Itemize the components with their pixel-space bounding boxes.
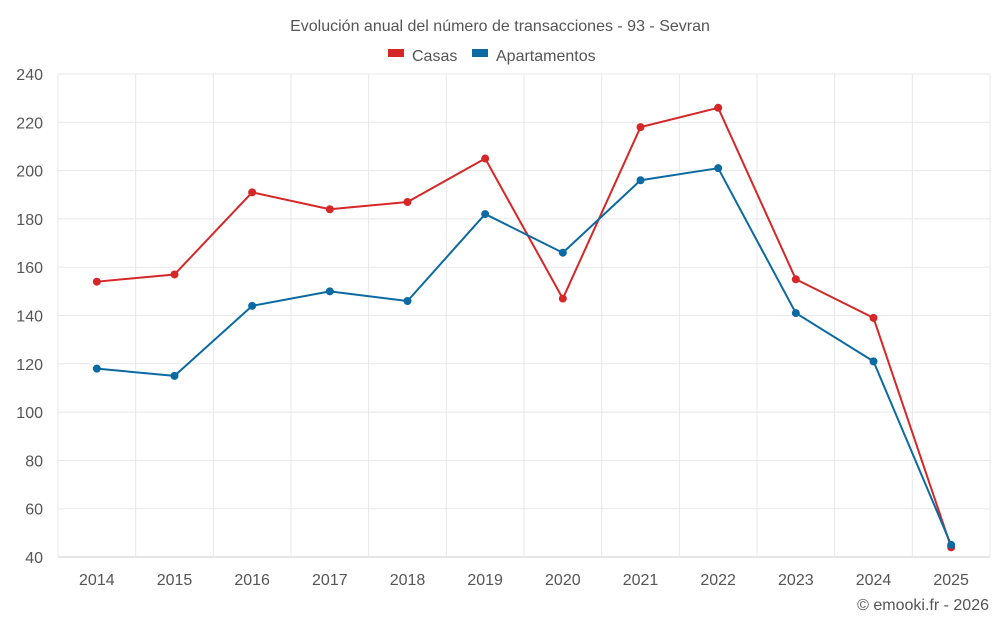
data-point-apartamentos[interactable] bbox=[170, 371, 179, 380]
legend-label-casas: Casas bbox=[412, 48, 457, 65]
data-point-casas[interactable] bbox=[791, 275, 800, 284]
x-tick-label: 2024 bbox=[856, 572, 892, 589]
data-point-casas[interactable] bbox=[636, 123, 645, 132]
legend-item-casas[interactable]: Casas bbox=[388, 48, 457, 65]
x-tick-label: 2022 bbox=[700, 572, 736, 589]
series-line-casas bbox=[96, 106, 953, 548]
data-point-apartamentos[interactable] bbox=[791, 309, 800, 318]
x-tick-label: 2020 bbox=[545, 572, 581, 589]
data-point-apartamentos[interactable] bbox=[558, 248, 567, 257]
data-point-casas[interactable] bbox=[92, 277, 101, 286]
data-point-casas[interactable] bbox=[558, 294, 567, 303]
data-point-casas[interactable] bbox=[170, 270, 179, 279]
data-point-apartamentos[interactable] bbox=[325, 287, 334, 296]
data-point-casas[interactable] bbox=[248, 188, 257, 197]
legend-swatch-casas bbox=[388, 49, 404, 57]
data-point-apartamentos[interactable] bbox=[947, 540, 956, 549]
plot-area: 40 60 80 100 120 140 160 180 200 220 240 2014 2015 20… bbox=[16, 67, 991, 589]
x-tick-label: 2021 bbox=[623, 572, 659, 589]
y-tick-label: 100 bbox=[16, 405, 43, 422]
x-tick-label: 2019 bbox=[467, 572, 503, 589]
data-point-apartamentos[interactable] bbox=[481, 210, 490, 219]
footer-credit: © emooki.fr - 2026 bbox=[857, 597, 989, 614]
data-point-apartamentos[interactable] bbox=[869, 357, 878, 366]
chart-legend: Casas Apartamentos bbox=[388, 48, 596, 65]
legend-label-apartamentos: Apartamentos bbox=[496, 48, 596, 65]
y-tick-label: 120 bbox=[16, 357, 43, 374]
data-point-casas[interactable] bbox=[714, 103, 723, 112]
data-point-casas[interactable] bbox=[869, 313, 878, 322]
y-tick-label: 140 bbox=[16, 309, 43, 326]
x-tick-label: 2017 bbox=[312, 572, 348, 589]
legend-swatch-apartamentos bbox=[472, 49, 488, 57]
data-point-apartamentos[interactable] bbox=[714, 164, 723, 173]
x-tick-label: 2016 bbox=[234, 572, 270, 589]
y-tick-label: 40 bbox=[25, 550, 43, 567]
y-tick-label: 180 bbox=[16, 212, 43, 229]
y-tick-label: 200 bbox=[16, 164, 43, 181]
y-tick-label: 160 bbox=[16, 260, 43, 277]
data-point-apartamentos[interactable] bbox=[636, 176, 645, 185]
chart-title: Evolución anual del número de transaccio… bbox=[290, 18, 710, 35]
y-tick-label: 220 bbox=[16, 115, 43, 132]
data-point-apartamentos[interactable] bbox=[248, 301, 257, 310]
x-tick-label: 2014 bbox=[79, 572, 115, 589]
legend-item-apartamentos[interactable]: Apartamentos bbox=[472, 48, 596, 65]
x-tick-label: 2018 bbox=[390, 572, 426, 589]
data-point-casas[interactable] bbox=[325, 205, 334, 214]
x-tick-label: 2015 bbox=[157, 572, 193, 589]
y-tick-label: 80 bbox=[25, 453, 43, 470]
data-point-casas[interactable] bbox=[403, 197, 412, 206]
data-point-apartamentos[interactable] bbox=[403, 297, 412, 306]
x-tick-label: 2025 bbox=[933, 572, 969, 589]
series-line-apartamentos bbox=[96, 167, 953, 546]
y-tick-label: 60 bbox=[25, 502, 43, 519]
x-tick-label: 2023 bbox=[778, 572, 814, 589]
data-point-casas[interactable] bbox=[481, 154, 490, 163]
data-point-apartamentos[interactable] bbox=[92, 364, 101, 373]
y-tick-label: 240 bbox=[16, 67, 43, 84]
